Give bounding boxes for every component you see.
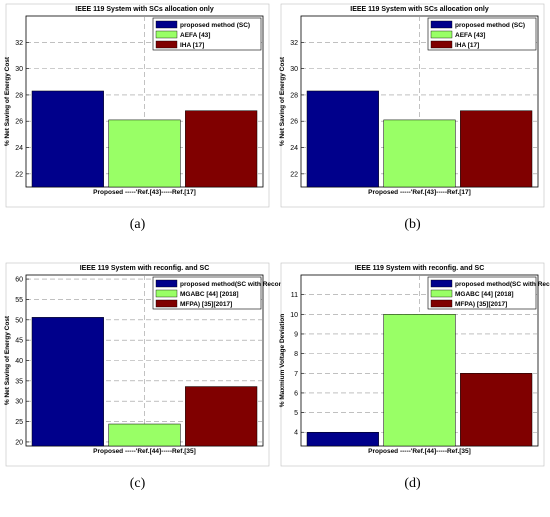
y-tick-label: 45 [15,338,23,345]
y-tick-label: 32 [290,40,298,47]
y-tick-label: 4 [294,430,298,437]
legend-swatch [430,299,453,308]
y-tick-label: 6 [294,390,298,397]
bar-3 [460,373,533,447]
y-axis-label: % Net Saving of Energy Cost [4,56,11,146]
bar-3 [460,110,533,188]
y-tick-label: 28 [15,92,23,99]
y-tick-label: 24 [15,145,23,152]
y-axis-label: % Net Saving of Energy Cost [279,56,286,146]
legend-label: proposed method(SC with Reconf.) [455,281,550,288]
legend-swatch [430,289,453,298]
bar-3 [185,110,258,188]
chart-title: IEEE 119 System with SCs allocation only [75,6,214,13]
y-tick-label: 22 [15,171,23,178]
legend-swatch [155,279,178,288]
chart-title: IEEE 119 System with SCs allocation only [350,6,489,13]
legend-swatch [155,30,178,39]
chart-title: IEEE 119 System with reconfig. and SC [355,265,485,272]
bar-2 [108,119,181,188]
y-tick-label: 60 [15,277,23,284]
y-tick-label: 11 [291,292,298,299]
y-axis-label: % Maxmium Voltage Deviation [279,314,286,407]
legend-swatch [155,289,178,298]
bar-2 [383,314,456,447]
y-tick-label: 55 [15,297,23,304]
chart-panel-b: IEEE 119 System with SCs allocation only… [279,3,545,232]
y-tick-label: 35 [15,378,23,385]
y-tick-label: 22 [290,171,298,178]
y-tick-label: 20 [15,439,23,446]
y-tick-label: 24 [290,145,298,152]
bar-2 [108,423,181,447]
legend: proposed method(SC with Reconf.) MGABC [4… [427,276,550,310]
bar-1 [31,90,104,188]
legend-swatch [155,40,178,49]
legend: proposed method (SC) AEFA [43] IHA [17] [152,17,262,51]
bar-1 [306,431,379,447]
y-tick-label: 32 [15,40,23,47]
x-axis-label: Proposed -----'Ref.[44]-----Ref.[35] [368,448,471,455]
legend-swatch [155,299,178,308]
x-axis-label: Proposed -----'Ref.[43]-----Ref.[17] [368,189,471,196]
legend-swatch [430,30,453,39]
y-tick-label: 8 [294,351,298,358]
chart-panel-c: IEEE 119 System with reconfig. and SC 20 2… [4,262,289,491]
chart-title: IEEE 119 System with reconfig. and SC [80,265,210,272]
y-tick-label: 28 [290,92,298,99]
y-tick-label: 5 [294,410,298,417]
chart-panel-a: IEEE 119 System with SCs allocation only… [4,3,270,232]
y-axis-label: % Net Saving of Energy Cost [4,315,11,405]
legend-label: AEFA [43] [180,32,210,39]
y-tick-label: 26 [15,119,23,126]
legend: proposed method (SC) AEFA [43] IHA [17] [427,17,537,51]
y-tick-label: 50 [15,317,23,324]
legend-swatch [430,279,453,288]
legend-swatch [430,40,453,49]
y-tick-label: 30 [290,66,298,73]
legend-label: MFPA) [35][2017] [455,301,507,308]
y-tick-label: 30 [15,66,23,73]
panel-caption: (b) [404,217,421,232]
y-tick-label: 9 [294,331,298,338]
legend-label: proposed method(SC with Reconf.) [180,281,289,288]
legend-swatch [430,20,453,29]
bar-1 [306,90,379,188]
panel-caption: (d) [404,476,421,491]
bar-2 [383,119,456,188]
y-tick-label: 30 [15,399,23,406]
x-axis-label: Proposed -----'Ref.[44]-----Ref.[35] [93,448,196,455]
legend-label: MGABC [44] [2018] [455,291,514,298]
x-axis-label: Proposed -----'Ref.[43]-----Ref.[17] [93,189,196,196]
y-tick-label: 25 [15,419,23,426]
legend-label: MFPA) [35][2017] [180,301,232,308]
legend-label: IHA [17] [180,42,204,49]
legend-label: IHA [17] [455,42,479,49]
chart-panel-d: IEEE 119 System with reconfig. and SC 4 5 6… [279,262,550,491]
bar-1 [31,317,104,447]
legend-label: proposed method (SC) [455,22,525,29]
legend-label: proposed method (SC) [180,22,250,29]
legend-label: AEFA [43] [455,32,485,39]
y-tick-label: 7 [294,371,298,378]
y-tick-label: 40 [15,358,23,365]
y-tick-label: 26 [290,119,298,126]
legend-swatch [155,20,178,29]
legend: proposed method(SC with Reconf.) MGABC [4… [152,276,289,310]
y-tick-label: 10 [290,312,298,319]
panel-caption: (a) [130,217,146,232]
bar-3 [185,386,258,447]
legend-label: MGABC [44] [2018] [180,291,239,298]
panel-caption: (c) [130,476,146,491]
